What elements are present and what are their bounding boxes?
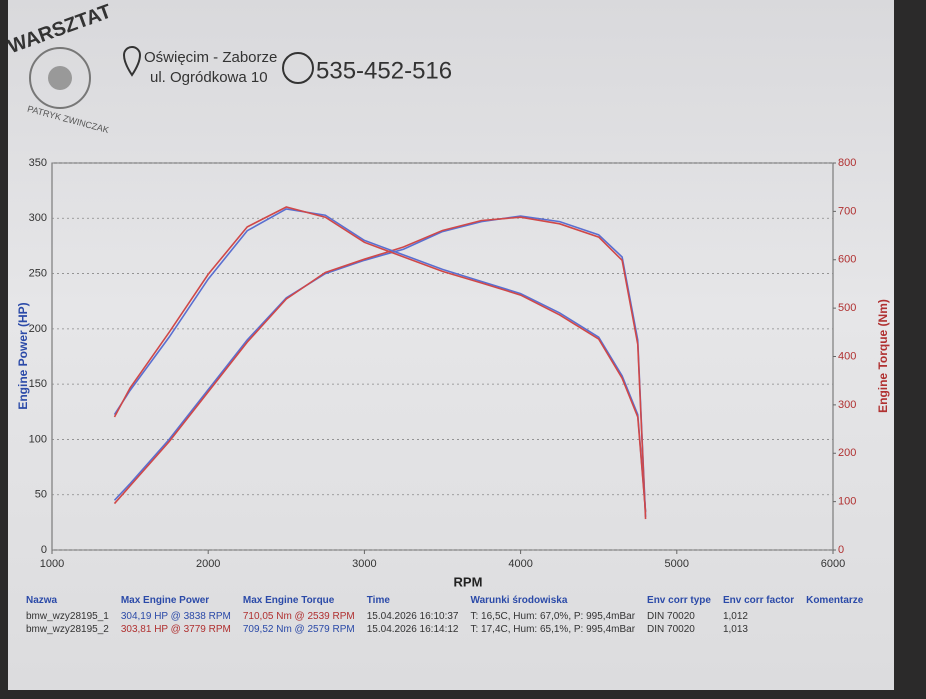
table-cell: 304,19 HP @ 3838 RPM [120, 611, 231, 622]
y-tick-label: 0 [41, 544, 47, 556]
x-tick-label: 3000 [352, 558, 376, 570]
table-cell: 1,013 [722, 624, 748, 635]
y-tick-label: 150 [29, 378, 47, 390]
y2-tick-label: 800 [838, 157, 856, 169]
table-cell: bmw_wzy28195_2 [26, 624, 109, 635]
x-tick-label: 1000 [40, 558, 64, 570]
y2-tick-label: 700 [838, 205, 856, 217]
table-header: Max Engine Power [120, 595, 210, 606]
table-header: Nazwa [26, 595, 58, 606]
x-axis-label: RPM [454, 574, 483, 589]
y2-tick-label: 200 [838, 447, 856, 459]
table-cell: 303,81 HP @ 3779 RPM [120, 624, 231, 635]
y-tick-label: 200 [29, 323, 47, 335]
y2-tick-label: 100 [838, 496, 856, 508]
table-cell: bmw_wzy28195_1 [26, 611, 109, 622]
logo-ring [29, 47, 91, 109]
table-cell [806, 623, 875, 636]
table-header: Warunki środowiska [470, 595, 568, 606]
y2-tick-label: 600 [838, 254, 856, 266]
table-header: Env corr factor [722, 595, 795, 606]
y-tick-label: 350 [29, 157, 47, 169]
x-tick-label: 2000 [196, 558, 220, 570]
table-row: bmw_wzy28195_1 304,19 HP @ 3838 RPM 710,05… [26, 610, 875, 623]
table-cell: DIN 70020 [647, 624, 695, 635]
curve [113, 215, 647, 517]
table-cell: T: 17,4C, Hum: 65,1%, P: 995,4mBar [470, 624, 636, 635]
header: WARSZTAT PATRYK ZWINCZAK Oświęcim - Zabo… [8, 0, 452, 135]
y2-tick-label: 400 [838, 350, 856, 362]
table-cell: T: 16,5C, Hum: 67,0%, P: 995,4mBar [470, 611, 636, 622]
pin-icon [122, 46, 142, 77]
table-header: Komentarze [806, 595, 864, 606]
x-tick-label: 6000 [821, 558, 845, 570]
header-row: Nazwa Max Engine Power Max Engine Torque Ti… [26, 594, 875, 610]
phone: 535-452-516 [316, 57, 452, 84]
y2-tick-label: 0 [838, 544, 844, 556]
logo-turbo [48, 66, 72, 90]
y-tick-label: 250 [29, 267, 47, 279]
phone-icon [282, 52, 314, 84]
table-header: Env corr type [647, 595, 711, 606]
curve [113, 208, 647, 512]
printout: WARSZTAT PATRYK ZWINCZAK Oświęcim - Zabo… [8, 0, 894, 690]
table-row: bmw_wzy28195_2 303,81 HP @ 3779 RPM 709,52… [26, 623, 875, 636]
address-line: ul. Ogródkowa 10 [150, 69, 268, 86]
results-table: Nazwa Max Engine Power Max Engine Torque Ti… [26, 594, 875, 636]
table-header: Time [366, 595, 390, 606]
table-cell: 1,012 [722, 611, 748, 622]
curve [113, 216, 647, 520]
chart: RPM Engine Power (HP) Engine Torque (Nm)… [16, 157, 890, 590]
x-tick-label: 5000 [665, 558, 689, 570]
table-cell: 15.04.2026 16:10:37 [366, 611, 459, 622]
table-cell: 709,52 Nm @ 2579 RPM [242, 624, 355, 635]
y2-axis-label: Engine Torque (Nm) [876, 299, 890, 413]
y-tick-label: 50 [35, 489, 47, 501]
table-cell: DIN 70020 [647, 611, 695, 622]
table-header: Max Engine Torque [242, 595, 335, 606]
table-cell: 710,05 Nm @ 2539 RPM [242, 611, 355, 622]
y-tick-label: 100 [29, 433, 47, 445]
table-cell [806, 610, 875, 623]
table-cell: 15.04.2026 16:14:12 [366, 624, 459, 635]
y2-tick-label: 300 [838, 399, 856, 411]
curve [113, 206, 647, 513]
address-line: Oświęcim - Zaborze [144, 49, 277, 66]
x-tick-label: 4000 [508, 558, 532, 570]
y-axis-label: Engine Power (HP) [16, 302, 30, 409]
y2-tick-label: 500 [838, 302, 856, 314]
plot-frame [51, 162, 834, 551]
y-tick-label: 300 [29, 212, 47, 224]
